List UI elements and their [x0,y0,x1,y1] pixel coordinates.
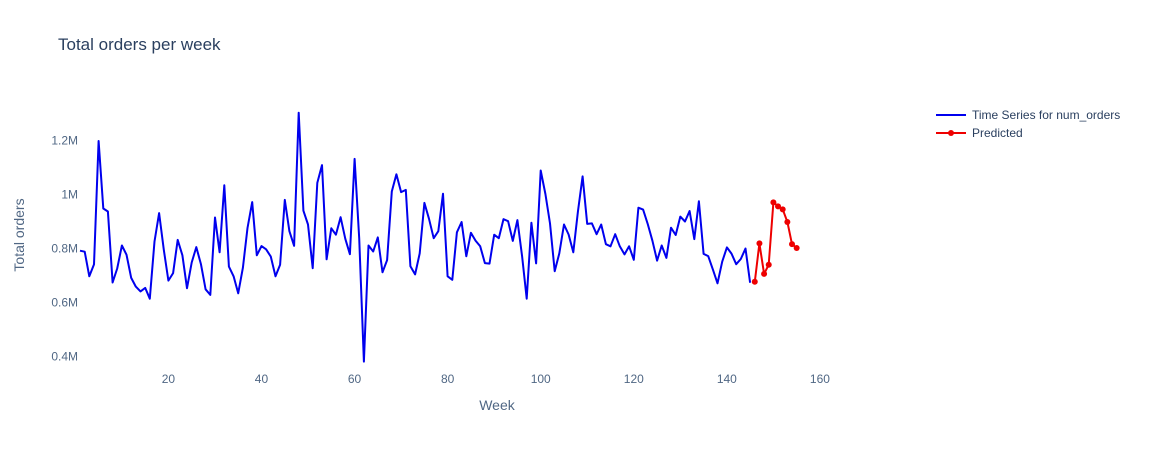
legend-label: Time Series for num_orders [972,108,1120,122]
legend-label: Predicted [972,126,1023,140]
series-line-1[interactable] [753,201,798,282]
legend-item-1[interactable]: Predicted [936,126,1023,140]
predicted-point[interactable] [784,219,791,226]
legend-marker [948,130,954,136]
x-tick-label: 20 [162,372,176,386]
predicted-point[interactable] [779,206,786,213]
predicted-point[interactable] [761,270,768,277]
predicted-point[interactable] [756,240,763,247]
chart-title: Total orders per week [58,35,221,54]
y-axis-ticks: 0.4M 0.6M 0.8M 1M 1.2M [51,134,78,364]
predicted-point[interactable] [789,241,796,248]
legend-item-0[interactable]: Time Series for num_orders [936,108,1120,122]
plot-area [79,111,800,363]
x-axis-title: Week [479,397,516,413]
x-axis-ticks: 20 40 60 80 100 120 140 160 [162,372,831,386]
x-tick-label: 140 [717,372,737,386]
x-tick-label: 80 [441,372,455,386]
predicted-point[interactable] [770,199,777,206]
predicted-point[interactable] [775,203,782,210]
y-tick-label: 1.2M [51,134,78,148]
predicted-point[interactable] [765,261,772,268]
x-tick-label: 100 [531,372,551,386]
y-tick-label: 1M [61,188,78,202]
predicted-point[interactable] [751,278,758,285]
predicted-point[interactable] [793,244,800,251]
y-axis-title: Total orders [11,198,27,271]
x-tick-label: 160 [810,372,830,386]
legend[interactable]: Time Series for num_orders Predicted [936,108,1120,140]
y-tick-label: 0.8M [51,242,78,256]
x-tick-label: 40 [255,372,269,386]
series-line-0[interactable] [79,111,752,363]
y-tick-label: 0.6M [51,296,78,310]
y-tick-label: 0.4M [51,350,78,364]
x-tick-label: 120 [624,372,644,386]
x-tick-label: 60 [348,372,362,386]
